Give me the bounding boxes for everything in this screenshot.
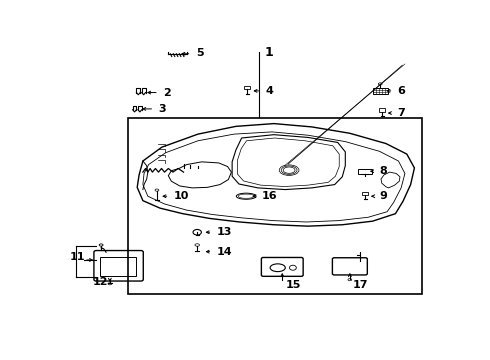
Text: 1: 1 xyxy=(265,46,273,59)
Text: 8: 8 xyxy=(379,166,387,176)
Bar xyxy=(379,108,385,112)
Bar xyxy=(358,169,372,174)
Text: 10: 10 xyxy=(173,191,189,201)
Text: 9: 9 xyxy=(379,191,388,201)
Text: 14: 14 xyxy=(216,247,232,257)
Bar xyxy=(362,192,368,195)
Bar xyxy=(245,86,250,90)
Text: 12: 12 xyxy=(93,277,108,287)
Text: 11: 11 xyxy=(70,252,85,262)
Text: 5: 5 xyxy=(196,48,204,58)
Text: 3: 3 xyxy=(158,104,166,114)
Text: 16: 16 xyxy=(262,191,277,201)
Text: 4: 4 xyxy=(266,86,273,96)
Bar xyxy=(372,87,388,94)
Text: 7: 7 xyxy=(397,108,405,118)
Text: 17: 17 xyxy=(353,280,368,290)
Text: 13: 13 xyxy=(216,227,232,237)
Text: 15: 15 xyxy=(285,280,301,290)
Bar xyxy=(100,257,136,276)
Text: 6: 6 xyxy=(397,86,405,96)
Text: 2: 2 xyxy=(163,87,171,98)
Bar xyxy=(128,118,422,294)
